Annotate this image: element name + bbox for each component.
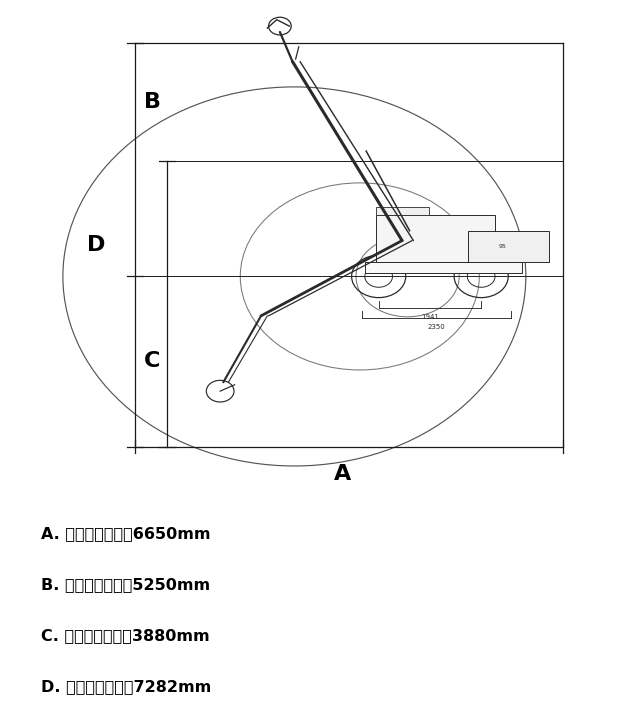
Text: A. 最大挖掘范围：6650mm: A. 最大挖掘范围：6650mm — [41, 526, 210, 542]
Bar — [376, 215, 494, 261]
Text: D: D — [87, 235, 106, 255]
Text: A: A — [334, 463, 352, 484]
Text: C. 最大挖掘深度：3880mm: C. 最大挖掘深度：3880mm — [41, 628, 209, 644]
Text: 95: 95 — [499, 244, 507, 249]
Text: C: C — [144, 351, 160, 371]
Bar — [468, 231, 548, 261]
Text: D. 最大挖掘高度：7282mm: D. 最大挖掘高度：7282mm — [41, 679, 211, 694]
Text: 2350: 2350 — [428, 324, 445, 330]
Text: B: B — [143, 92, 161, 112]
Text: B. 最大卸载高度：5250mm: B. 最大卸载高度：5250mm — [41, 578, 210, 592]
Bar — [376, 208, 430, 215]
Text: 1941: 1941 — [421, 314, 439, 320]
FancyBboxPatch shape — [365, 261, 522, 273]
